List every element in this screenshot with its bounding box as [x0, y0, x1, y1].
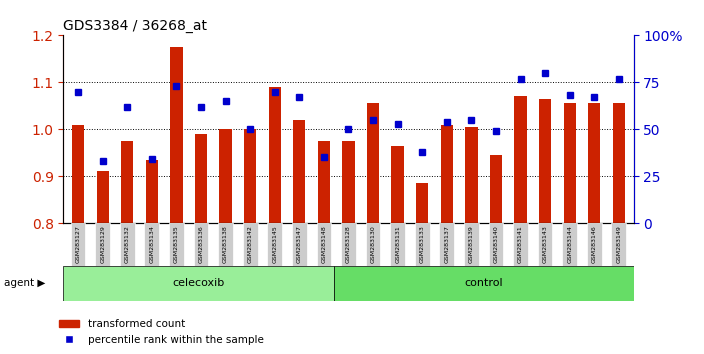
Bar	[269, 87, 281, 354]
Bar	[341, 223, 356, 266]
Bar	[244, 129, 256, 354]
Bar	[293, 120, 306, 354]
Bar	[612, 223, 627, 266]
Bar	[587, 223, 602, 266]
Bar	[220, 129, 232, 354]
Bar	[465, 127, 477, 354]
Bar	[513, 223, 528, 266]
Text: GSM283131: GSM283131	[395, 225, 400, 263]
Text: control: control	[465, 278, 503, 288]
Text: GSM283146: GSM283146	[592, 225, 597, 263]
Text: GSM283133: GSM283133	[420, 225, 425, 263]
Bar	[612, 103, 625, 354]
Bar	[365, 223, 380, 266]
Bar	[367, 103, 379, 354]
Text: GSM283147: GSM283147	[297, 225, 302, 263]
Bar	[439, 223, 454, 266]
Text: GSM283128: GSM283128	[346, 225, 351, 263]
Bar	[243, 223, 258, 266]
Bar	[441, 125, 453, 354]
Bar	[144, 223, 159, 266]
Bar	[342, 141, 355, 354]
Bar	[489, 223, 503, 266]
Bar	[63, 266, 334, 301]
Text: GSM283145: GSM283145	[272, 225, 277, 263]
Bar	[292, 223, 307, 266]
Bar	[121, 141, 134, 354]
Text: GSM283144: GSM283144	[567, 225, 572, 263]
Text: celecoxib: celecoxib	[172, 278, 225, 288]
Text: GSM283140: GSM283140	[494, 225, 498, 263]
Bar	[415, 223, 429, 266]
Bar	[562, 223, 577, 266]
Bar	[70, 223, 85, 266]
Bar	[515, 96, 527, 354]
Bar	[169, 223, 184, 266]
Bar	[95, 223, 110, 266]
Bar	[563, 103, 576, 354]
Text: GSM283135: GSM283135	[174, 225, 179, 263]
Text: GSM283138: GSM283138	[223, 225, 228, 263]
Bar	[317, 223, 332, 266]
Text: GSM283142: GSM283142	[248, 225, 253, 263]
Text: GSM283129: GSM283129	[100, 225, 105, 263]
Bar	[170, 47, 182, 354]
Bar	[391, 145, 404, 354]
Bar	[490, 155, 502, 354]
Text: GSM283130: GSM283130	[370, 225, 375, 263]
Bar	[146, 160, 158, 354]
Bar	[268, 223, 282, 266]
Text: GSM283137: GSM283137	[444, 225, 449, 263]
Text: GDS3384 / 36268_at: GDS3384 / 36268_at	[63, 19, 208, 33]
Text: GSM283141: GSM283141	[518, 225, 523, 263]
Bar	[194, 223, 208, 266]
Bar	[96, 171, 109, 354]
Text: GSM283148: GSM283148	[322, 225, 327, 263]
Text: GSM283127: GSM283127	[75, 225, 80, 263]
Text: GSM283139: GSM283139	[469, 225, 474, 263]
Text: agent ▶: agent ▶	[4, 278, 45, 288]
Text: GSM283149: GSM283149	[617, 225, 622, 263]
Bar	[120, 223, 134, 266]
Legend: transformed count, percentile rank within the sample: transformed count, percentile rank withi…	[54, 315, 268, 349]
Bar	[588, 103, 601, 354]
Text: GSM283132: GSM283132	[125, 225, 130, 263]
Bar	[539, 99, 551, 354]
Bar	[318, 141, 330, 354]
Text: GSM283143: GSM283143	[543, 225, 548, 263]
Bar	[334, 266, 634, 301]
Bar	[72, 125, 84, 354]
Bar	[390, 223, 405, 266]
Bar	[195, 134, 207, 354]
Text: GSM283134: GSM283134	[149, 225, 154, 263]
Text: GSM283136: GSM283136	[199, 225, 203, 263]
Bar	[464, 223, 479, 266]
Bar	[416, 183, 428, 354]
Bar	[538, 223, 553, 266]
Bar	[218, 223, 233, 266]
